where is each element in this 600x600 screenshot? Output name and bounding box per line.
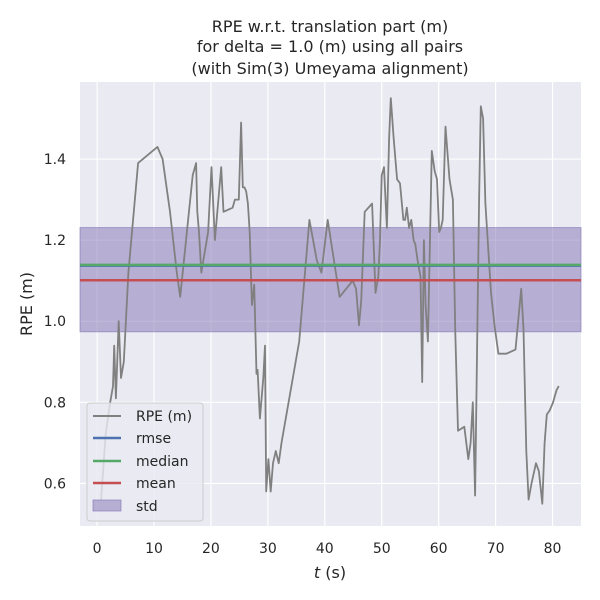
rpe-series-line bbox=[100, 97, 560, 505]
chart-title-line-2: for delta = 1.0 (m) using all pairs bbox=[197, 37, 463, 56]
x-axis-label: t (s) bbox=[314, 563, 346, 582]
legend-label-rmse: rmse bbox=[136, 431, 171, 447]
x-tick-label: 50 bbox=[373, 541, 391, 557]
y-tick-label: 0.8 bbox=[44, 395, 66, 411]
legend-patch-std bbox=[92, 499, 122, 512]
x-tick-label: 40 bbox=[316, 541, 334, 557]
chart-title-line-1: RPE w.r.t. translation part (m) bbox=[212, 17, 448, 36]
y-tick-labels: 0.6 0.8 1.0 1.2 1.4 bbox=[44, 152, 66, 492]
y-axis-label: RPE (m) bbox=[17, 272, 36, 336]
x-tick-labels: 0 10 20 30 40 50 60 70 80 bbox=[93, 541, 562, 557]
legend-box bbox=[86, 402, 204, 522]
legend-label-mean: mean bbox=[136, 476, 176, 492]
chart-title-line-3: (with Sim(3) Umeyama alignment) bbox=[191, 59, 468, 78]
x-tick-label: 30 bbox=[259, 541, 277, 557]
legend-label-std: std bbox=[136, 499, 158, 515]
legend-label-rpe: RPE (m) bbox=[136, 409, 192, 425]
x-tick-label: 20 bbox=[202, 541, 220, 557]
x-tick-label: 80 bbox=[544, 541, 562, 557]
x-axis-label-variable: t bbox=[314, 563, 321, 582]
x-tick-label: 60 bbox=[430, 541, 448, 557]
y-tick-label: 1.4 bbox=[44, 152, 66, 168]
series-layer bbox=[80, 97, 581, 505]
y-tick-label: 1.2 bbox=[44, 233, 66, 249]
y-tick-label: 0.6 bbox=[44, 476, 66, 492]
legend-label-median: median bbox=[136, 454, 188, 470]
x-tick-label: 0 bbox=[93, 541, 102, 557]
y-tick-label: 1.0 bbox=[44, 314, 66, 330]
x-axis-label-unit: (s) bbox=[320, 563, 346, 582]
x-tick-label: 10 bbox=[145, 541, 163, 557]
x-tick-label: 70 bbox=[487, 541, 505, 557]
legend: RPE (m) rmse median mean std bbox=[86, 402, 204, 522]
